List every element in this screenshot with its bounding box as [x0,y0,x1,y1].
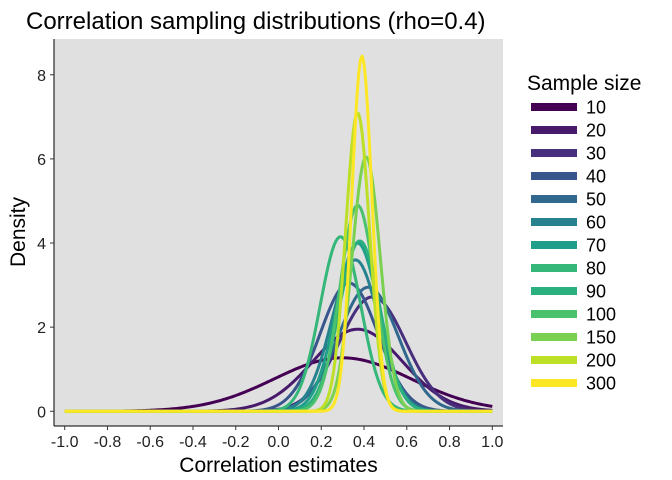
series-curves [64,54,493,413]
y-tick-label: 8 [37,68,46,85]
plot-panel [54,39,503,426]
x-tick-label: 0.8 [438,434,460,451]
y-tick-label: 0 [37,404,46,421]
x-tick-label: 0.2 [310,434,332,451]
legend-swatch-50 [531,195,577,203]
legend-label-30: 30 [586,144,606,164]
legend-swatch-300 [531,379,577,387]
y-tick-label: 4 [37,236,46,253]
legend-label-10: 10 [586,98,606,118]
legend-swatch-70 [531,241,577,249]
x-tick-label: -0.4 [179,434,207,451]
legend-swatch-200 [531,356,577,364]
x-tick-label: 0.4 [353,434,375,451]
legend-label-90: 90 [586,282,606,302]
legend-label-100: 100 [586,305,616,325]
legend-label-80: 80 [586,259,606,279]
y-axis-ticks: 0 2 4 6 8 [37,68,54,421]
x-tick-label: -0.6 [136,434,164,451]
legend-swatch-10 [531,103,577,111]
legend-swatch-150 [531,333,577,341]
x-tick-label: 0.6 [396,434,418,451]
legend-label-70: 70 [586,236,606,256]
legend-label-300: 300 [586,374,616,394]
y-axis-title: Density [7,196,30,267]
legend-swatch-100 [531,310,577,318]
legend-title: Sample size [527,72,641,95]
x-tick-label: -1.0 [51,434,79,451]
x-tick-label: -0.8 [94,434,122,451]
legend-swatch-90 [531,287,577,295]
legend-swatch-40 [531,172,577,180]
legend-swatch-20 [531,126,577,134]
legend-swatch-30 [531,149,577,157]
legend-label-150: 150 [586,328,616,348]
y-tick-label: 6 [37,152,46,169]
legend-swatch-60 [531,218,577,226]
legend-label-40: 40 [586,167,606,187]
series-line-300 [64,54,493,413]
legend-label-50: 50 [586,190,606,210]
chart-title: Correlation sampling distributions (rho=… [26,8,486,35]
legend: Sample size 10 20 30 40 50 60 70 80 90 100 150 200 3… [527,72,641,394]
legend-swatch-80 [531,264,577,272]
y-tick-label: 2 [37,320,46,337]
x-tick-label: 0.0 [267,434,289,451]
legend-label-60: 60 [586,213,606,233]
x-tick-label: -0.2 [222,434,250,451]
x-axis-title: Correlation estimates [179,454,377,477]
x-axis-ticks: -1.0 -0.8 -0.6 -0.4 -0.2 0.0 0.2 0.4 0.6 0.8 1.0 [51,426,504,451]
legend-label-20: 20 [586,121,606,141]
x-tick-label: 1.0 [481,434,503,451]
legend-label-200: 200 [586,351,616,371]
